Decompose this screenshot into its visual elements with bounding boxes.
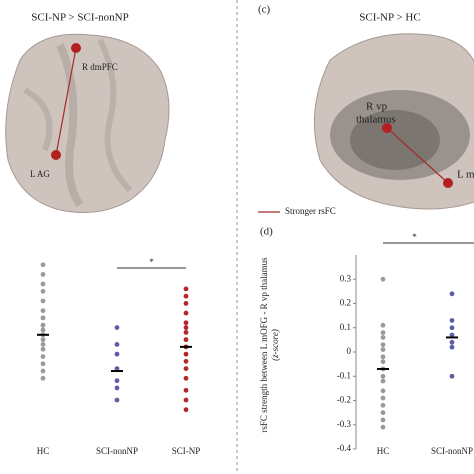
data-point [183, 375, 189, 381]
data-point [183, 286, 189, 292]
data-point [449, 344, 455, 350]
data-point [449, 339, 455, 345]
data-point [449, 332, 455, 338]
x-tick-label: HC [377, 446, 390, 456]
significance-label: * [412, 232, 417, 242]
data-point [380, 373, 386, 379]
legend-label: Stronger rsFC [285, 206, 336, 216]
data-point [380, 276, 386, 282]
data-point [40, 361, 46, 367]
brain-left [5, 33, 170, 213]
node-label: R dmPFC [82, 62, 118, 72]
y-tick-label: -0.1 [337, 370, 351, 380]
y-axis-label: (z-score) [270, 329, 280, 361]
data-point [449, 373, 455, 379]
data-point [183, 320, 189, 326]
data-point [40, 308, 46, 314]
data-point [183, 351, 189, 357]
data-point [114, 366, 120, 372]
data-point [183, 358, 189, 364]
panel-label: (c) [258, 4, 271, 16]
data-point [114, 397, 120, 403]
data-point [40, 262, 46, 268]
data-point [380, 335, 386, 340]
data-point [40, 375, 46, 381]
node-label: R vp [366, 101, 388, 113]
data-point [380, 395, 386, 401]
data-point [380, 402, 386, 408]
data-point [40, 315, 46, 321]
data-point [380, 388, 386, 394]
y-tick-label: 0.3 [340, 273, 352, 283]
panel-title: SCI-NP > HC [359, 12, 420, 24]
panel-title: SCI-NP > SCI-nonNP [31, 12, 128, 24]
data-point [449, 318, 455, 323]
data-point [40, 298, 46, 304]
data-point [183, 325, 189, 330]
data-point [114, 325, 120, 330]
y-tick-label: 0.1 [340, 322, 351, 332]
data-point [40, 272, 46, 277]
data-point [183, 300, 189, 306]
y-tick-label: 0.2 [340, 298, 351, 308]
data-point [183, 329, 189, 335]
data-point [183, 407, 189, 413]
data-point [380, 347, 386, 352]
data-point [183, 387, 189, 393]
data-point [380, 354, 386, 360]
data-point [380, 322, 386, 328]
node-label: L AG [30, 169, 50, 179]
brain-right [313, 33, 474, 210]
y-tick-label: -0.3 [337, 419, 352, 429]
data-point [114, 385, 120, 391]
data-point [380, 378, 386, 384]
data-point [183, 310, 189, 316]
data-point [183, 337, 189, 343]
data-point [40, 288, 46, 294]
data-point [183, 293, 189, 299]
data-point [183, 397, 189, 403]
data-point [40, 342, 46, 347]
data-point [449, 291, 455, 297]
data-point [380, 410, 386, 416]
data-point [40, 281, 46, 287]
data-point [380, 359, 386, 365]
node-label: thalamus [356, 114, 396, 126]
data-point [40, 346, 46, 352]
panel-label: (d) [260, 226, 273, 238]
y-tick-label: -0.4 [337, 443, 352, 453]
y-axis-label: rsFC strength between L mOFG - R vp thal… [259, 257, 269, 433]
data-point [40, 322, 46, 328]
x-tick-label: SCI-nonNP [96, 446, 138, 456]
data-point [449, 325, 455, 331]
x-tick-label: SCI-nonNP [431, 446, 473, 456]
data-point [380, 417, 386, 423]
x-tick-label: HC [37, 446, 50, 456]
data-point [183, 366, 189, 372]
x-tick-label: SCI-NP [172, 446, 201, 456]
y-tick-label: 0 [347, 346, 352, 356]
data-point [114, 351, 120, 357]
node-label: L mOFG [457, 169, 474, 181]
data-point [40, 327, 46, 333]
significance-label: * [149, 257, 154, 267]
data-point [40, 368, 46, 374]
data-point [380, 424, 386, 430]
data-point [114, 378, 120, 384]
data-point [380, 330, 386, 335]
data-point [114, 342, 120, 347]
data-point [380, 342, 386, 348]
data-point [40, 337, 46, 343]
data-point [40, 354, 46, 359]
y-tick-label: -0.2 [337, 395, 351, 405]
